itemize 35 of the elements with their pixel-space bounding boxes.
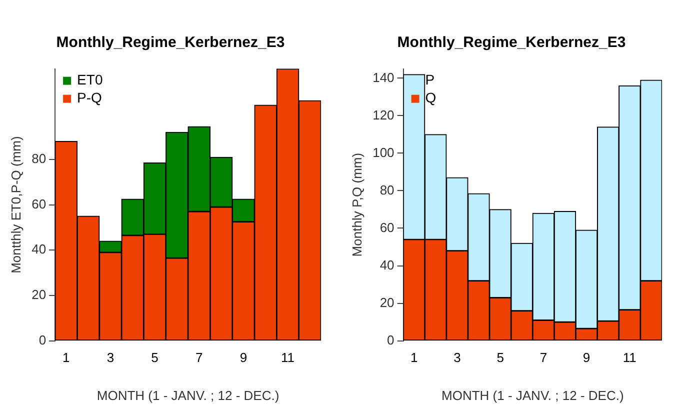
- chart-title: Monthly_Regime_Kerbernez_E3: [396, 34, 627, 51]
- chart-title: Monthly_Regime_Kerbernez_E3: [55, 34, 286, 51]
- x-axis-title: MONTH (1 - JANV. ; 12 - DEC.): [442, 388, 624, 403]
- series-label: P: [425, 72, 435, 88]
- x-tick-label: 5: [496, 350, 504, 366]
- legend-label: Q: [425, 90, 436, 106]
- x-tick-label: 11: [622, 350, 636, 366]
- x-tick-label: 7: [195, 350, 203, 366]
- y-tick-label: 20: [380, 294, 394, 310]
- y-tick-label: 80: [32, 151, 46, 166]
- x-tick-label: 7: [540, 350, 548, 366]
- y-tick-label: 80: [380, 182, 394, 198]
- x-tick-label: 3: [454, 350, 461, 366]
- x-axis-title: MONTH (1 - JANV. ; 12 - DEC.): [96, 388, 280, 403]
- x-tick-label: 3: [106, 350, 114, 366]
- x-tick-label: 9: [240, 350, 248, 366]
- legend-label: P-Q: [77, 90, 102, 106]
- y-tick-label: 60: [380, 220, 394, 235]
- x-tick-label: 9: [582, 350, 590, 366]
- x-tick-label: 5: [151, 350, 158, 366]
- y-tick-label: 40: [380, 257, 394, 272]
- y-tick-label: 120: [372, 107, 394, 122]
- x-tick-label: 11: [281, 350, 295, 366]
- y-axis-title: Montthly ET0,P-Q (mm): [8, 136, 24, 274]
- y-tick-label: 20: [32, 287, 46, 302]
- y-tick-label: 100: [372, 144, 394, 160]
- y-tick-label: 140: [372, 70, 394, 85]
- x-tick-label: 1: [62, 350, 70, 366]
- y-axis-title: Monthly P,Q (mm): [349, 152, 364, 257]
- y-tick-label: 40: [32, 242, 46, 257]
- y-tick-label: 0: [38, 332, 46, 348]
- legend-label: ET0: [77, 72, 103, 88]
- y-tick-label: 0: [387, 332, 394, 348]
- x-tick-label: 1: [410, 350, 418, 366]
- y-tick-label: 60: [32, 196, 46, 212]
